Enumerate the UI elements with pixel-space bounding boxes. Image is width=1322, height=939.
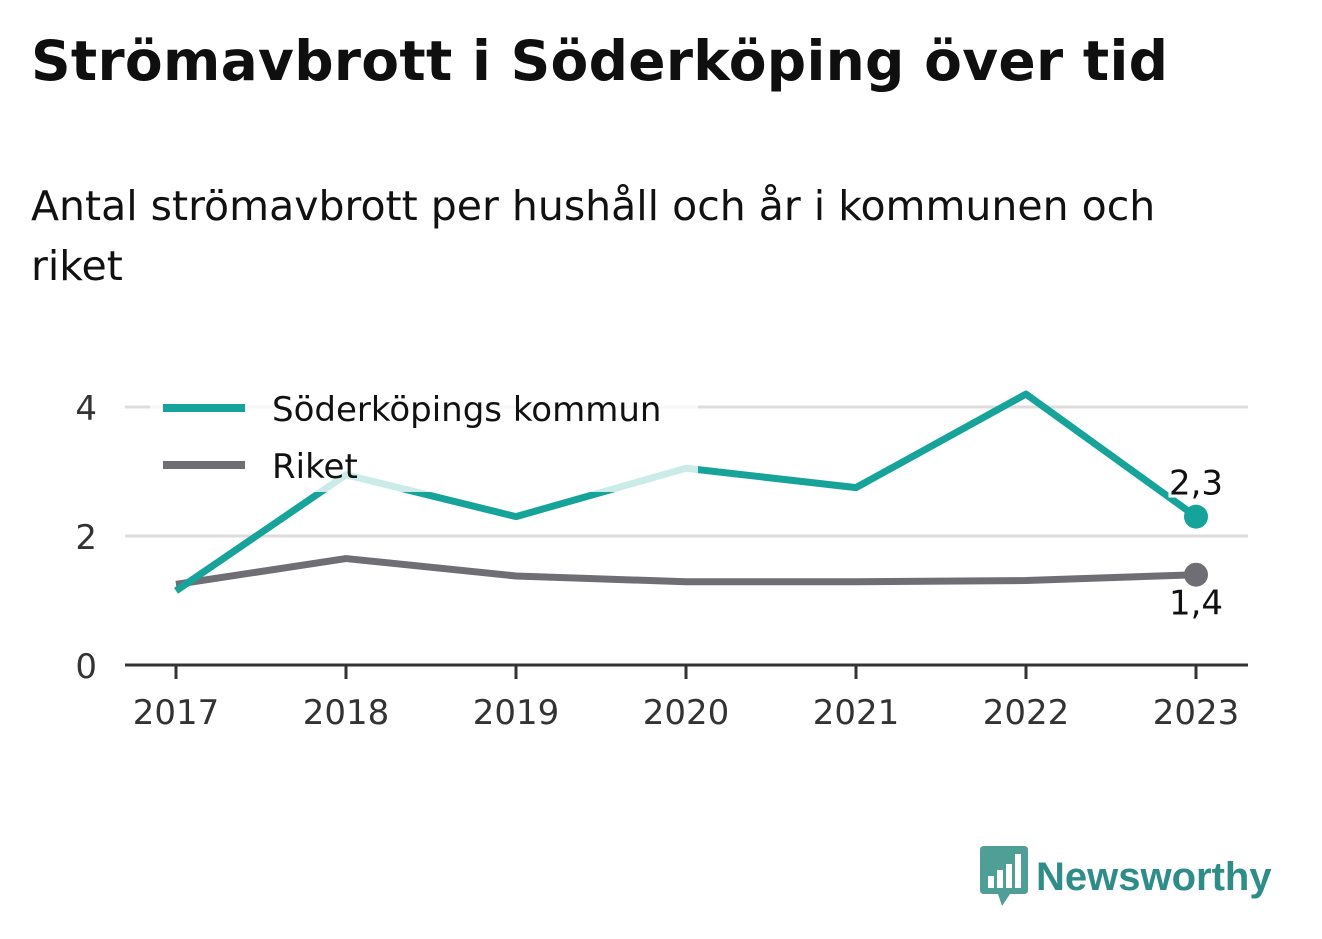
end-point-marker: [1184, 562, 1208, 587]
end-value-label: 1,4: [1169, 584, 1223, 624]
legend-label: Riket: [272, 447, 358, 487]
x-tick-label: 2019: [473, 693, 560, 733]
x-tick-label: 2021: [813, 693, 900, 733]
y-tick-label: 4: [75, 389, 97, 429]
chart-subtitle: Antal strömavbrott per hushåll och år i …: [31, 182, 1156, 290]
end-value-label: 2,3: [1169, 464, 1223, 504]
legend-label: Söderköpings kommun: [272, 390, 661, 430]
x-tick-label: 2017: [133, 693, 220, 733]
newsworthy-logo-icon: [980, 846, 1028, 906]
x-tick-label: 2022: [983, 693, 1070, 733]
legend-background: [150, 380, 698, 492]
end-point-marker: [1184, 504, 1208, 529]
series-line-riket: [175, 555, 1197, 588]
x-tick-label: 2018: [303, 693, 390, 733]
x-tick-label: 2020: [643, 693, 730, 733]
newsworthy-brand-name: Newsworthy: [1036, 854, 1272, 899]
x-tick-label: 2023: [1153, 693, 1240, 733]
chart-title: Strömavbrott i Söderköping över tid: [31, 29, 1169, 93]
y-tick-label: 0: [75, 647, 97, 687]
y-tick-label: 2: [75, 518, 97, 558]
newsworthy-logo: Newsworthy: [980, 846, 1272, 908]
